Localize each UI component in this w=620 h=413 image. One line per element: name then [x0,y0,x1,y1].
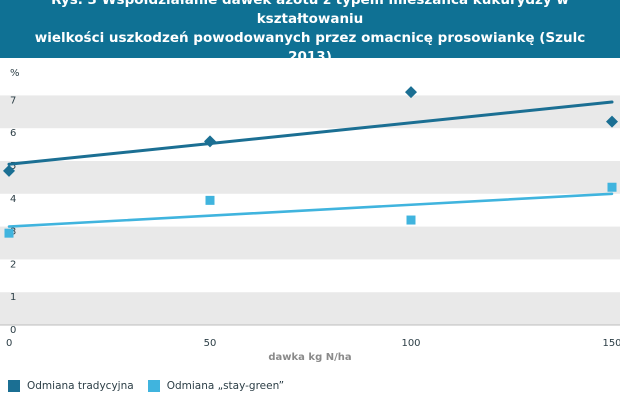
y-tick-label-7: 7 [10,95,16,106]
grid-band-1 [0,226,620,260]
grid-band-0 [0,292,620,325]
point-staygreen-1 [205,195,215,205]
chart-title-line-1: Rys. 3 Współdziałanie dawek azotu z type… [51,0,569,27]
point-tradycyjna-2 [405,86,417,99]
x-tick-label-50: 50 [204,338,217,349]
grid-band-2 [0,161,620,194]
y-tick-label-1: 1 [10,292,16,303]
legend-label-staygreen: Odmiana „stay-green” [166,380,285,392]
y-tick-label-4: 4 [10,194,16,205]
y-tick-label-2: 2 [10,259,16,270]
data-points [3,86,618,238]
y-tick-label-0: 0 [10,325,16,336]
y-axis-label: % [10,68,20,79]
point-tradycyjna-0 [3,164,15,177]
legend-item-tradycyjna: Odmiana tradycyjna [8,380,134,392]
chart-title-banner: Rys. 3 Współdziałanie dawek azotu z type… [0,0,620,65]
x-tick-labels: 0 50 100 150 [6,338,620,349]
x-tick-label-100: 100 [401,338,420,349]
point-staygreen-3 [607,182,617,192]
y-tick-labels: 01234567 [10,95,16,336]
x-tick-label-150: 150 [602,338,620,349]
grid-bands [0,95,620,325]
y-tick-label-6: 6 [10,128,16,139]
x-tick-label-0: 0 [6,338,12,349]
point-staygreen-0 [4,228,14,238]
x-axis-label: dawka kg N/ha [268,352,351,363]
chart-title-line-2: wielkości uszkodzeń powodowanych przez o… [34,30,586,65]
point-tradycyjna-3 [606,115,618,128]
point-tradycyjna-1 [204,135,216,148]
y-tick-label-5: 5 [10,161,16,172]
legend-label-tradycyjna: Odmiana tradycyjna [27,380,134,392]
legend-item-staygreen: Odmiana „stay-green” [147,380,285,392]
trendline-series-1 [7,192,614,228]
chart-legend: Odmiana tradycyjna Odmiana „stay-green” [8,377,298,395]
legend-swatch-staygreen [147,380,160,392]
trendline-series-0 [7,100,614,166]
point-staygreen-2 [406,215,416,225]
legend-swatch-tradycyjna [8,380,20,392]
trendlines [7,100,614,228]
